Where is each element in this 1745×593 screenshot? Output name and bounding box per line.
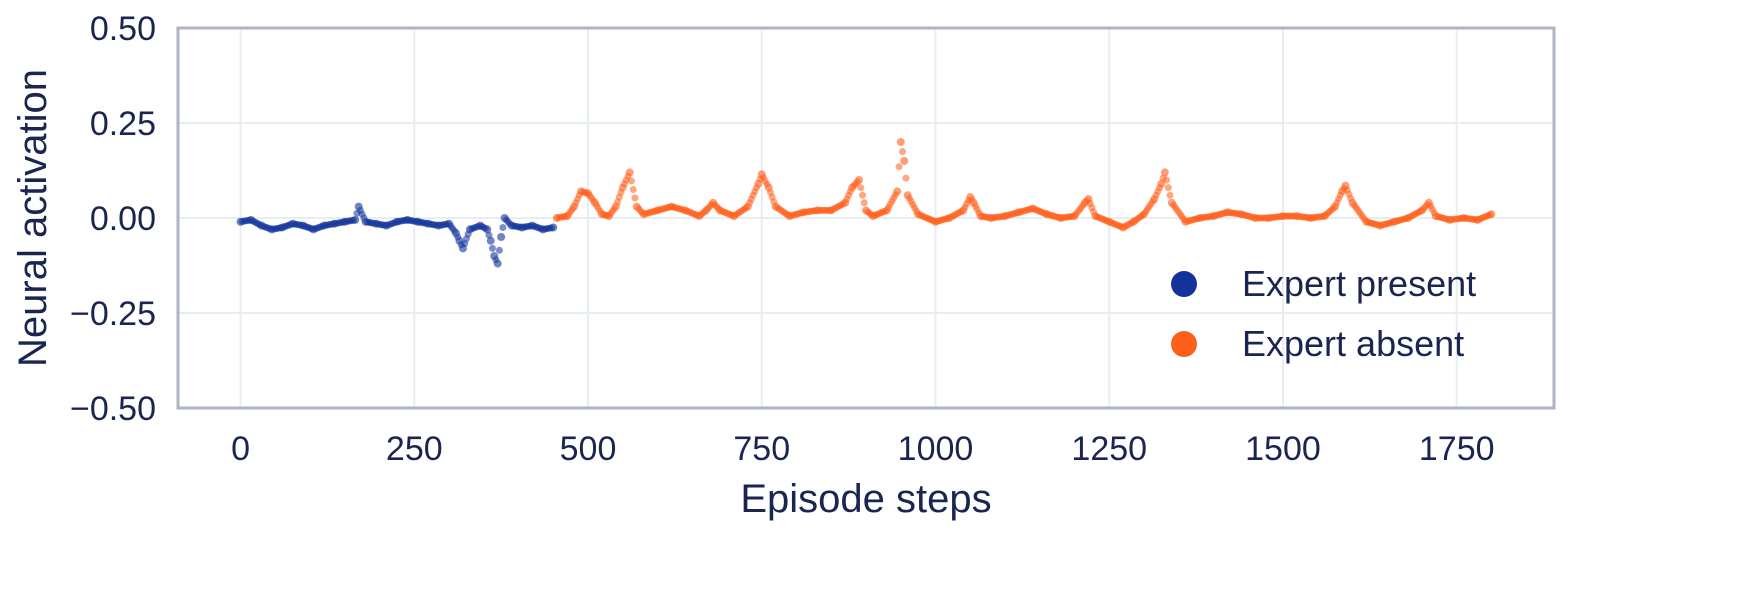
x-axis-title: Episode steps [740, 477, 991, 521]
trace-dot [627, 177, 635, 185]
x-tick-label: 750 [733, 430, 790, 468]
trace-dot [495, 246, 503, 254]
trace-dot [1164, 184, 1172, 192]
x-tick-label: 500 [560, 430, 617, 468]
legend: Expert present Expert absent [1171, 263, 1476, 364]
data-point [900, 157, 909, 165]
x-tick-label: 250 [386, 430, 443, 468]
y-tick-label: 0.25 [90, 105, 156, 143]
x-tick-label: 0 [231, 430, 250, 468]
trace-dot [898, 148, 906, 155]
trace-dot [857, 184, 865, 192]
y-tick-label: −0.25 [70, 295, 156, 333]
y-axis-title: Neural activation [11, 69, 55, 367]
x-tick-label: 1250 [1071, 430, 1147, 468]
x-tick-label: 1000 [898, 430, 974, 468]
series-1 [552, 138, 1496, 232]
ticks: 0 250 500 750 1000 1250 1500 1750 0.50 0.25 0.00 −0… [70, 10, 1495, 468]
trace-dot [1163, 176, 1171, 184]
trace-dot [1166, 191, 1174, 199]
trace-dot [860, 199, 868, 207]
data-point [351, 215, 360, 224]
y-tick-label: −0.50 [70, 390, 156, 428]
legend-label: Expert present [1242, 263, 1476, 304]
data-point [549, 223, 558, 232]
trace-dot [902, 174, 910, 182]
legend-label: Expert absent [1242, 323, 1464, 364]
data-point [497, 233, 506, 241]
data-point [1160, 168, 1169, 177]
data-point [486, 236, 495, 245]
trace-dot [488, 244, 496, 252]
data-point [493, 259, 502, 268]
y-tick-label: 0.50 [90, 10, 156, 48]
plot-frame [176, 26, 1556, 410]
legend-marker [1171, 331, 1197, 357]
data-point [625, 168, 634, 177]
series-0 [236, 202, 558, 268]
data-series [236, 138, 1496, 268]
legend-marker [1171, 271, 1197, 297]
trace-dot [631, 194, 639, 202]
data-point [483, 225, 492, 234]
x-tick-label: 1750 [1419, 430, 1495, 468]
trace-dot [859, 191, 867, 199]
x-tick-label: 1500 [1245, 430, 1321, 468]
y-tick-label: 0.00 [90, 200, 156, 238]
trace-dot [629, 186, 637, 193]
data-point [1487, 210, 1496, 219]
data-point [1157, 179, 1166, 188]
data-point [896, 138, 905, 146]
trace-dot [499, 224, 507, 231]
data-point [893, 187, 902, 196]
data-point [855, 176, 864, 184]
trace-dot [895, 163, 903, 171]
